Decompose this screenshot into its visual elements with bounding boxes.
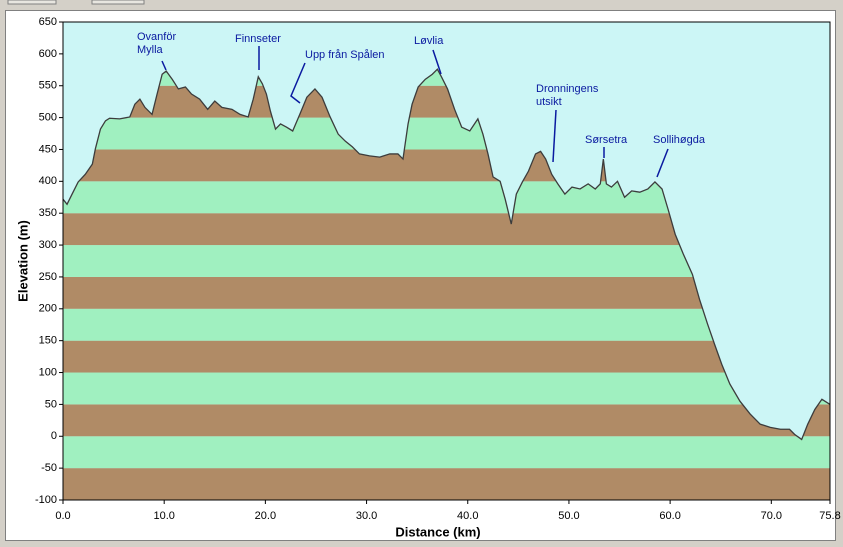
annotation-pointer — [552, 109, 557, 163]
annotation: Finnseter — [235, 33, 281, 45]
x-tick-label: 0.0 — [55, 510, 70, 522]
x-tick-label: 10.0 — [153, 510, 174, 522]
y-tick-label: 450 — [39, 143, 57, 155]
y-tick-label: 300 — [39, 239, 57, 251]
y-tick-label: 100 — [39, 366, 57, 378]
y-tick-label: 250 — [39, 271, 57, 283]
y-tick-label: 50 — [45, 398, 57, 410]
y-tick-label: 550 — [39, 80, 57, 92]
annotation-pointer — [290, 62, 306, 104]
elevation-band — [63, 404, 830, 437]
x-tick-label: 60.0 — [659, 510, 680, 522]
toolbar-button[interactable] — [91, 0, 145, 5]
x-tick-label: 20.0 — [255, 510, 276, 522]
y-axis-label: Elevation (m) — [15, 220, 30, 302]
y-tick-label: 350 — [39, 207, 57, 219]
x-axis-label: Distance (km) — [395, 524, 480, 539]
elevation-band — [63, 308, 830, 341]
plot-frame — [62, 21, 831, 501]
elevation-band — [63, 436, 830, 469]
y-tick-label: 200 — [39, 303, 57, 315]
y-tick-label: 600 — [39, 48, 57, 60]
y-tick-label: 650 — [39, 16, 57, 28]
x-tick-label: 40.0 — [457, 510, 478, 522]
y-tick-label: -50 — [41, 462, 57, 474]
annotation-pointer — [656, 148, 669, 178]
annotation: Dronningens utsikt — [536, 83, 599, 108]
x-tick-label: 30.0 — [356, 510, 377, 522]
x-tick-label: 75.8 — [819, 510, 840, 522]
elevation-line — [62, 68, 831, 441]
y-tick-label: 400 — [39, 175, 57, 187]
annotation: Ovanför Mylla — [137, 31, 177, 56]
y-tick-label: 0 — [51, 430, 57, 442]
annotation: Sørsetra — [585, 134, 628, 146]
toolbar-button[interactable] — [7, 0, 57, 5]
elevation-band — [63, 340, 830, 373]
x-tick-label: 50.0 — [558, 510, 579, 522]
y-tick-label: -100 — [35, 494, 57, 506]
elevation-band — [63, 468, 830, 500]
annotation-pointer — [161, 60, 167, 71]
annotation: Upp från Spålen — [305, 49, 385, 61]
y-tick-label: 150 — [39, 335, 57, 347]
annotation-pointer — [432, 49, 442, 75]
elevation-band — [63, 372, 830, 405]
x-tick-label: 70.0 — [761, 510, 782, 522]
annotation: Løvlia — [414, 35, 444, 47]
annotation: Sollihøgda — [653, 134, 705, 146]
y-tick-label: 500 — [39, 112, 57, 124]
